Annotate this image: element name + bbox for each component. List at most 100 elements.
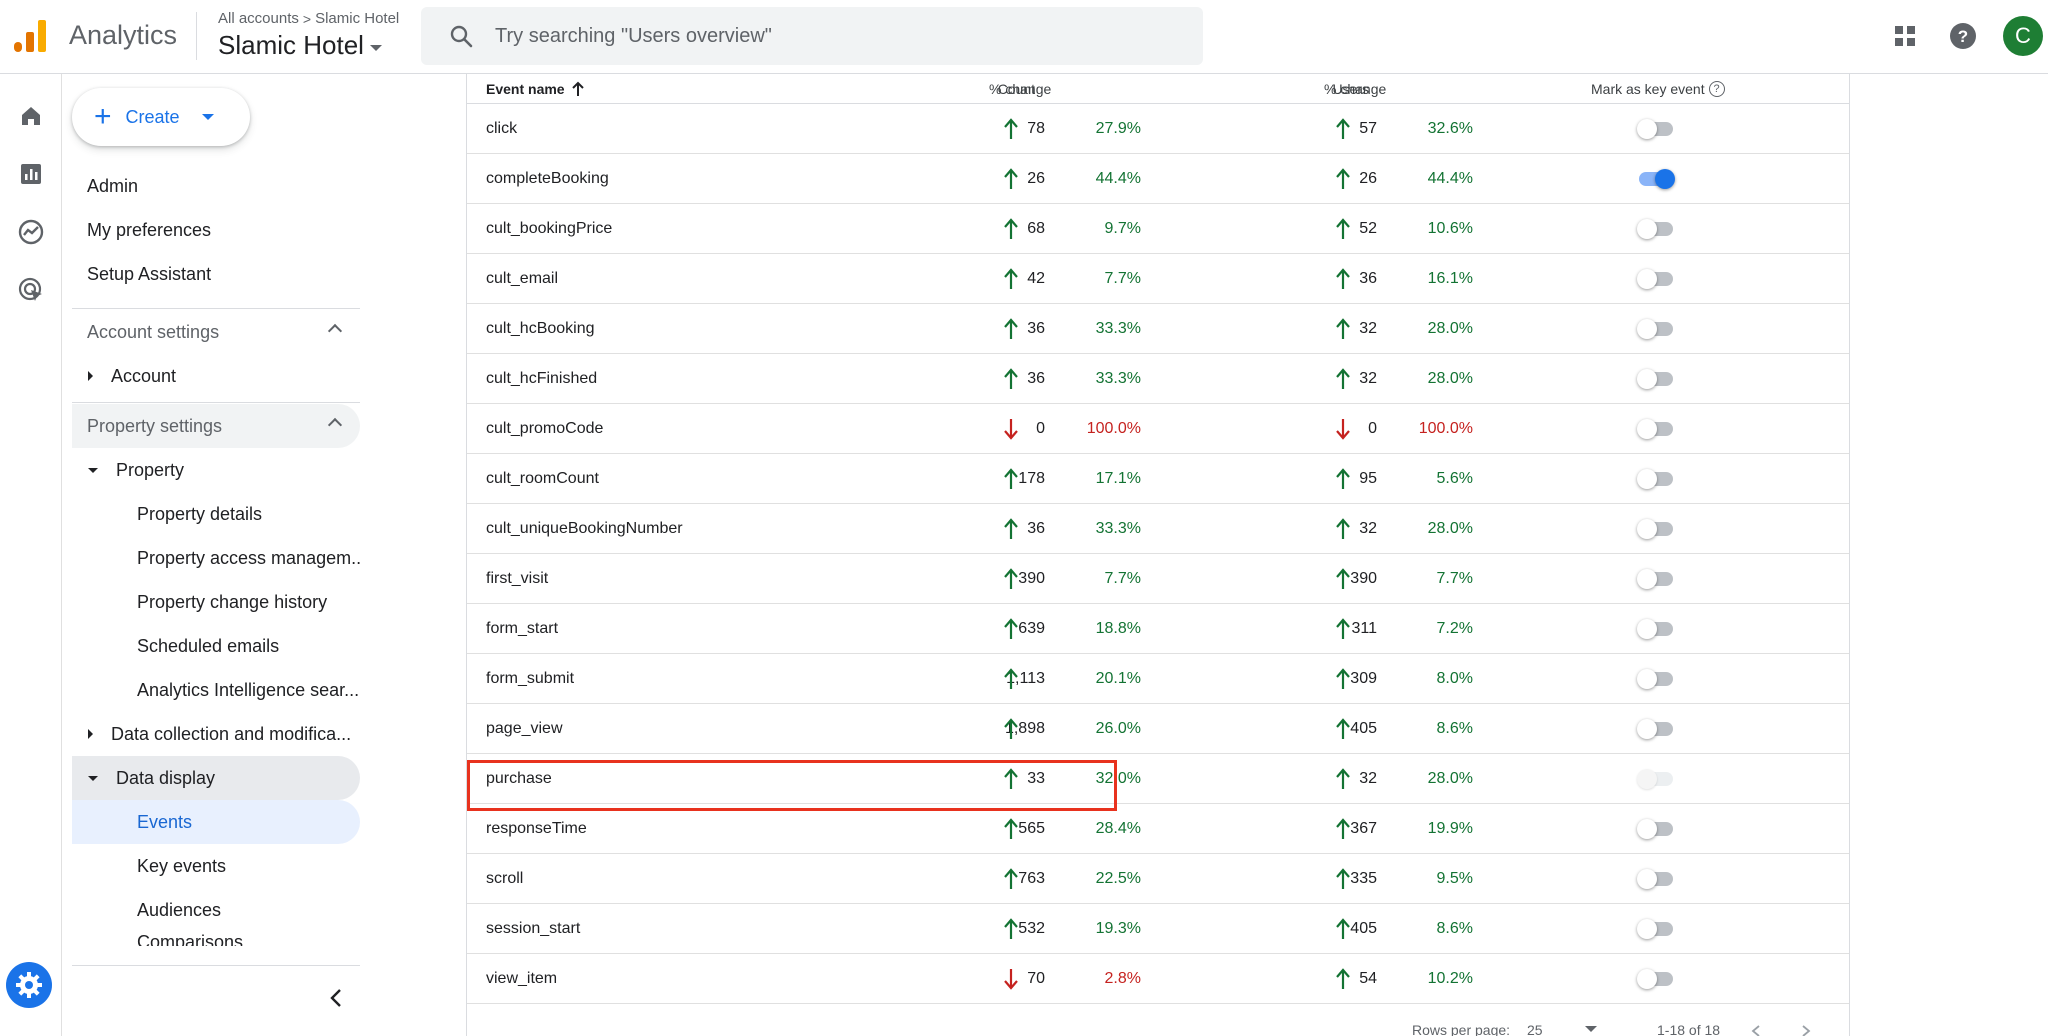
event-name[interactable]: cult_email	[486, 270, 559, 287]
nav-events[interactable]: Events	[72, 800, 360, 844]
search-input[interactable]	[495, 24, 1175, 48]
key-event-toggle[interactable]	[1637, 169, 1675, 189]
breadcrumb-all-accounts[interactable]: All accounts	[218, 10, 299, 27]
key-event-toggle[interactable]	[1637, 819, 1675, 839]
table-row[interactable]: view_item 70 2.8% 54 10.2%	[467, 954, 1849, 1004]
table-row[interactable]: purchase 33 32.0% 32 28.0%	[467, 754, 1849, 804]
help-icon[interactable]: ?	[1947, 20, 1979, 52]
event-name[interactable]: responseTime	[486, 820, 587, 837]
key-event-toggle[interactable]	[1637, 669, 1675, 689]
prev-page-chevron-icon[interactable]	[1751, 1024, 1761, 1036]
next-page-chevron-icon[interactable]	[1801, 1024, 1811, 1036]
header-count-change[interactable]: % change	[989, 81, 1052, 97]
table-row[interactable]: cult_promoCode 0 100.0% 0 100.0%	[467, 404, 1849, 454]
header-count[interactable]: Count	[997, 81, 1035, 97]
nav-audiences[interactable]: Audiences	[72, 888, 360, 932]
key-event-toggle[interactable]	[1637, 569, 1675, 589]
key-event-toggle[interactable]	[1637, 369, 1675, 389]
nav-admin[interactable]: Admin	[87, 176, 139, 196]
event-name[interactable]: first_visit	[486, 570, 549, 587]
nav-comparisons[interactable]: Comparisons	[72, 932, 360, 946]
event-name[interactable]: session_start	[486, 920, 581, 937]
table-row[interactable]: cult_hcBooking 36 33.3% 32 28.0%	[467, 304, 1849, 354]
table-row[interactable]: form_start 639 18.8% 311 7.2%	[467, 604, 1849, 654]
key-event-toggle[interactable]	[1637, 919, 1675, 939]
event-name[interactable]: cult_hcFinished	[486, 370, 598, 387]
table-row[interactable]: form_submit 1,113 20.1% 309 8.0%	[467, 654, 1849, 704]
breadcrumb[interactable]: All accounts > Slamic Hotel	[218, 10, 399, 27]
event-name[interactable]: click	[486, 120, 518, 137]
table-row[interactable]: completeBooking 26 44.4% 26 44.4%	[467, 154, 1849, 204]
home-icon[interactable]	[15, 100, 47, 132]
key-event-toggle[interactable]	[1637, 319, 1675, 339]
create-button[interactable]: + Create	[72, 88, 250, 146]
tree-data-display[interactable]: Data display	[72, 756, 360, 800]
key-event-toggle[interactable]	[1637, 119, 1675, 139]
breadcrumb-account[interactable]: Slamic Hotel	[315, 10, 400, 27]
header-event-name[interactable]: Event name	[486, 74, 585, 104]
table-row[interactable]: session_start 532 19.3% 405 8.6%	[467, 904, 1849, 954]
event-name[interactable]: cult_hcBooking	[486, 320, 595, 337]
table-row[interactable]: first_visit 390 7.7% 390 7.7%	[467, 554, 1849, 604]
event-name[interactable]: purchase	[486, 770, 552, 787]
explore-icon[interactable]	[15, 216, 47, 248]
help-question-icon[interactable]: ?	[1708, 81, 1725, 97]
tree-account[interactable]: Account	[72, 354, 360, 398]
event-name[interactable]: form_submit	[486, 670, 575, 687]
table-row[interactable]: click 78 27.9% 57 32.6%	[467, 104, 1849, 154]
collapse-nav-chevron-icon[interactable]	[324, 986, 348, 1010]
event-name[interactable]: cult_uniqueBookingNumber	[486, 520, 683, 537]
header-users[interactable]: Users	[1332, 81, 1369, 97]
section-account-settings[interactable]: Account settings	[72, 310, 360, 354]
key-event-toggle[interactable]	[1637, 619, 1675, 639]
search-bar[interactable]	[421, 7, 1203, 65]
create-dropdown-icon[interactable]	[201, 114, 214, 120]
table-row[interactable]: cult_bookingPrice 68 9.7% 52 10.6%	[467, 204, 1849, 254]
key-event-toggle[interactable]	[1637, 719, 1675, 739]
table-row[interactable]: cult_uniqueBookingNumber 36 33.3% 32 28.0%	[467, 504, 1849, 554]
nav-scheduled-emails[interactable]: Scheduled emails	[72, 624, 360, 668]
analytics-logo-icon[interactable]	[12, 18, 48, 54]
header-users-change[interactable]: % change	[1324, 81, 1387, 97]
key-event-toggle[interactable]	[1637, 219, 1675, 239]
event-name[interactable]: cult_roomCount	[486, 470, 599, 487]
nav-key-events[interactable]: Key events	[72, 844, 360, 888]
nav-setup-assistant[interactable]: Setup Assistant	[87, 264, 212, 284]
nav-property-details[interactable]: Property details	[72, 492, 360, 536]
key-event-toggle[interactable]	[1637, 469, 1675, 489]
nav-my-preferences[interactable]: My preferences	[87, 220, 212, 240]
event-name[interactable]: scroll	[486, 870, 524, 887]
event-name[interactable]: completeBooking	[486, 170, 609, 187]
rows-per-page-select[interactable]: 25	[1527, 1022, 1543, 1036]
event-name[interactable]: view_item	[486, 970, 558, 987]
tree-data-collection[interactable]: Data collection and modifica...	[72, 712, 360, 756]
table-row[interactable]: page_view 1,898 26.0% 405 8.6%	[467, 704, 1849, 754]
key-event-toggle[interactable]	[1637, 419, 1675, 439]
tree-property[interactable]: Property	[72, 448, 360, 492]
key-event-toggle[interactable]	[1637, 269, 1675, 289]
advertising-icon[interactable]	[15, 274, 47, 306]
key-event-toggle[interactable]	[1637, 869, 1675, 889]
reports-icon[interactable]	[15, 158, 47, 190]
table-row[interactable]: responseTime 565 28.4% 367 19.9%	[467, 804, 1849, 854]
table-row[interactable]: cult_hcFinished 36 33.3% 32 28.0%	[467, 354, 1849, 404]
event-name[interactable]: page_view	[486, 720, 563, 737]
table-row[interactable]: cult_email 42 7.7% 36 16.1%	[467, 254, 1849, 304]
table-row[interactable]: scroll 763 22.5% 335 9.5%	[467, 854, 1849, 904]
nav-property-access[interactable]: Property access managem...	[72, 536, 360, 580]
users-change: 32.6%	[1427, 120, 1473, 137]
rows-per-page-dropdown-icon[interactable]	[1585, 1026, 1597, 1032]
nav-property-change-history[interactable]: Property change history	[72, 580, 360, 624]
admin-gear-icon[interactable]	[6, 962, 52, 1008]
key-event-toggle[interactable]	[1637, 519, 1675, 539]
nav-analytics-intelligence[interactable]: Analytics Intelligence sear...	[72, 668, 360, 712]
avatar[interactable]: C	[2003, 16, 2043, 56]
event-name[interactable]: cult_promoCode	[486, 420, 604, 437]
table-row[interactable]: cult_roomCount 178 17.1% 95 5.6%	[467, 454, 1849, 504]
section-property-settings[interactable]: Property settings	[72, 404, 360, 448]
key-event-toggle[interactable]	[1637, 969, 1675, 989]
event-name[interactable]: cult_bookingPrice	[486, 220, 613, 237]
apps-grid-icon[interactable]	[1889, 20, 1921, 52]
property-selector[interactable]: Slamic Hotel	[218, 30, 382, 61]
event-name[interactable]: form_start	[486, 620, 559, 637]
